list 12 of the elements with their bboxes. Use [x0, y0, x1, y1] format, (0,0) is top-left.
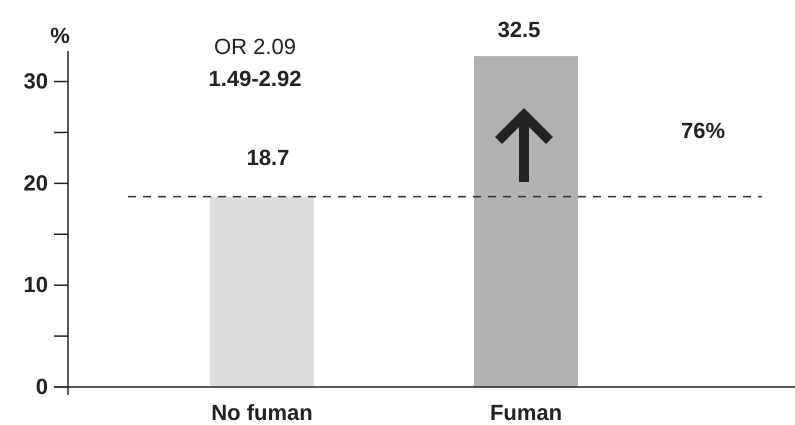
- y-tick-label: 20: [24, 170, 48, 196]
- x-tick-label: Fuman: [490, 400, 562, 425]
- data-label: 18.7: [246, 145, 290, 170]
- annotation: 76%: [680, 118, 726, 143]
- y-axis-title: %: [50, 23, 70, 48]
- y-tick-label: 10: [24, 272, 48, 298]
- annotation: 1.49-2.92: [208, 66, 302, 91]
- x-tick-label: No fuman: [211, 400, 313, 425]
- annotation: OR 2.09: [214, 34, 296, 59]
- y-tick-label: 30: [24, 68, 48, 94]
- data-label: 32.5: [498, 17, 540, 42]
- y-tick-label: 0: [36, 374, 48, 400]
